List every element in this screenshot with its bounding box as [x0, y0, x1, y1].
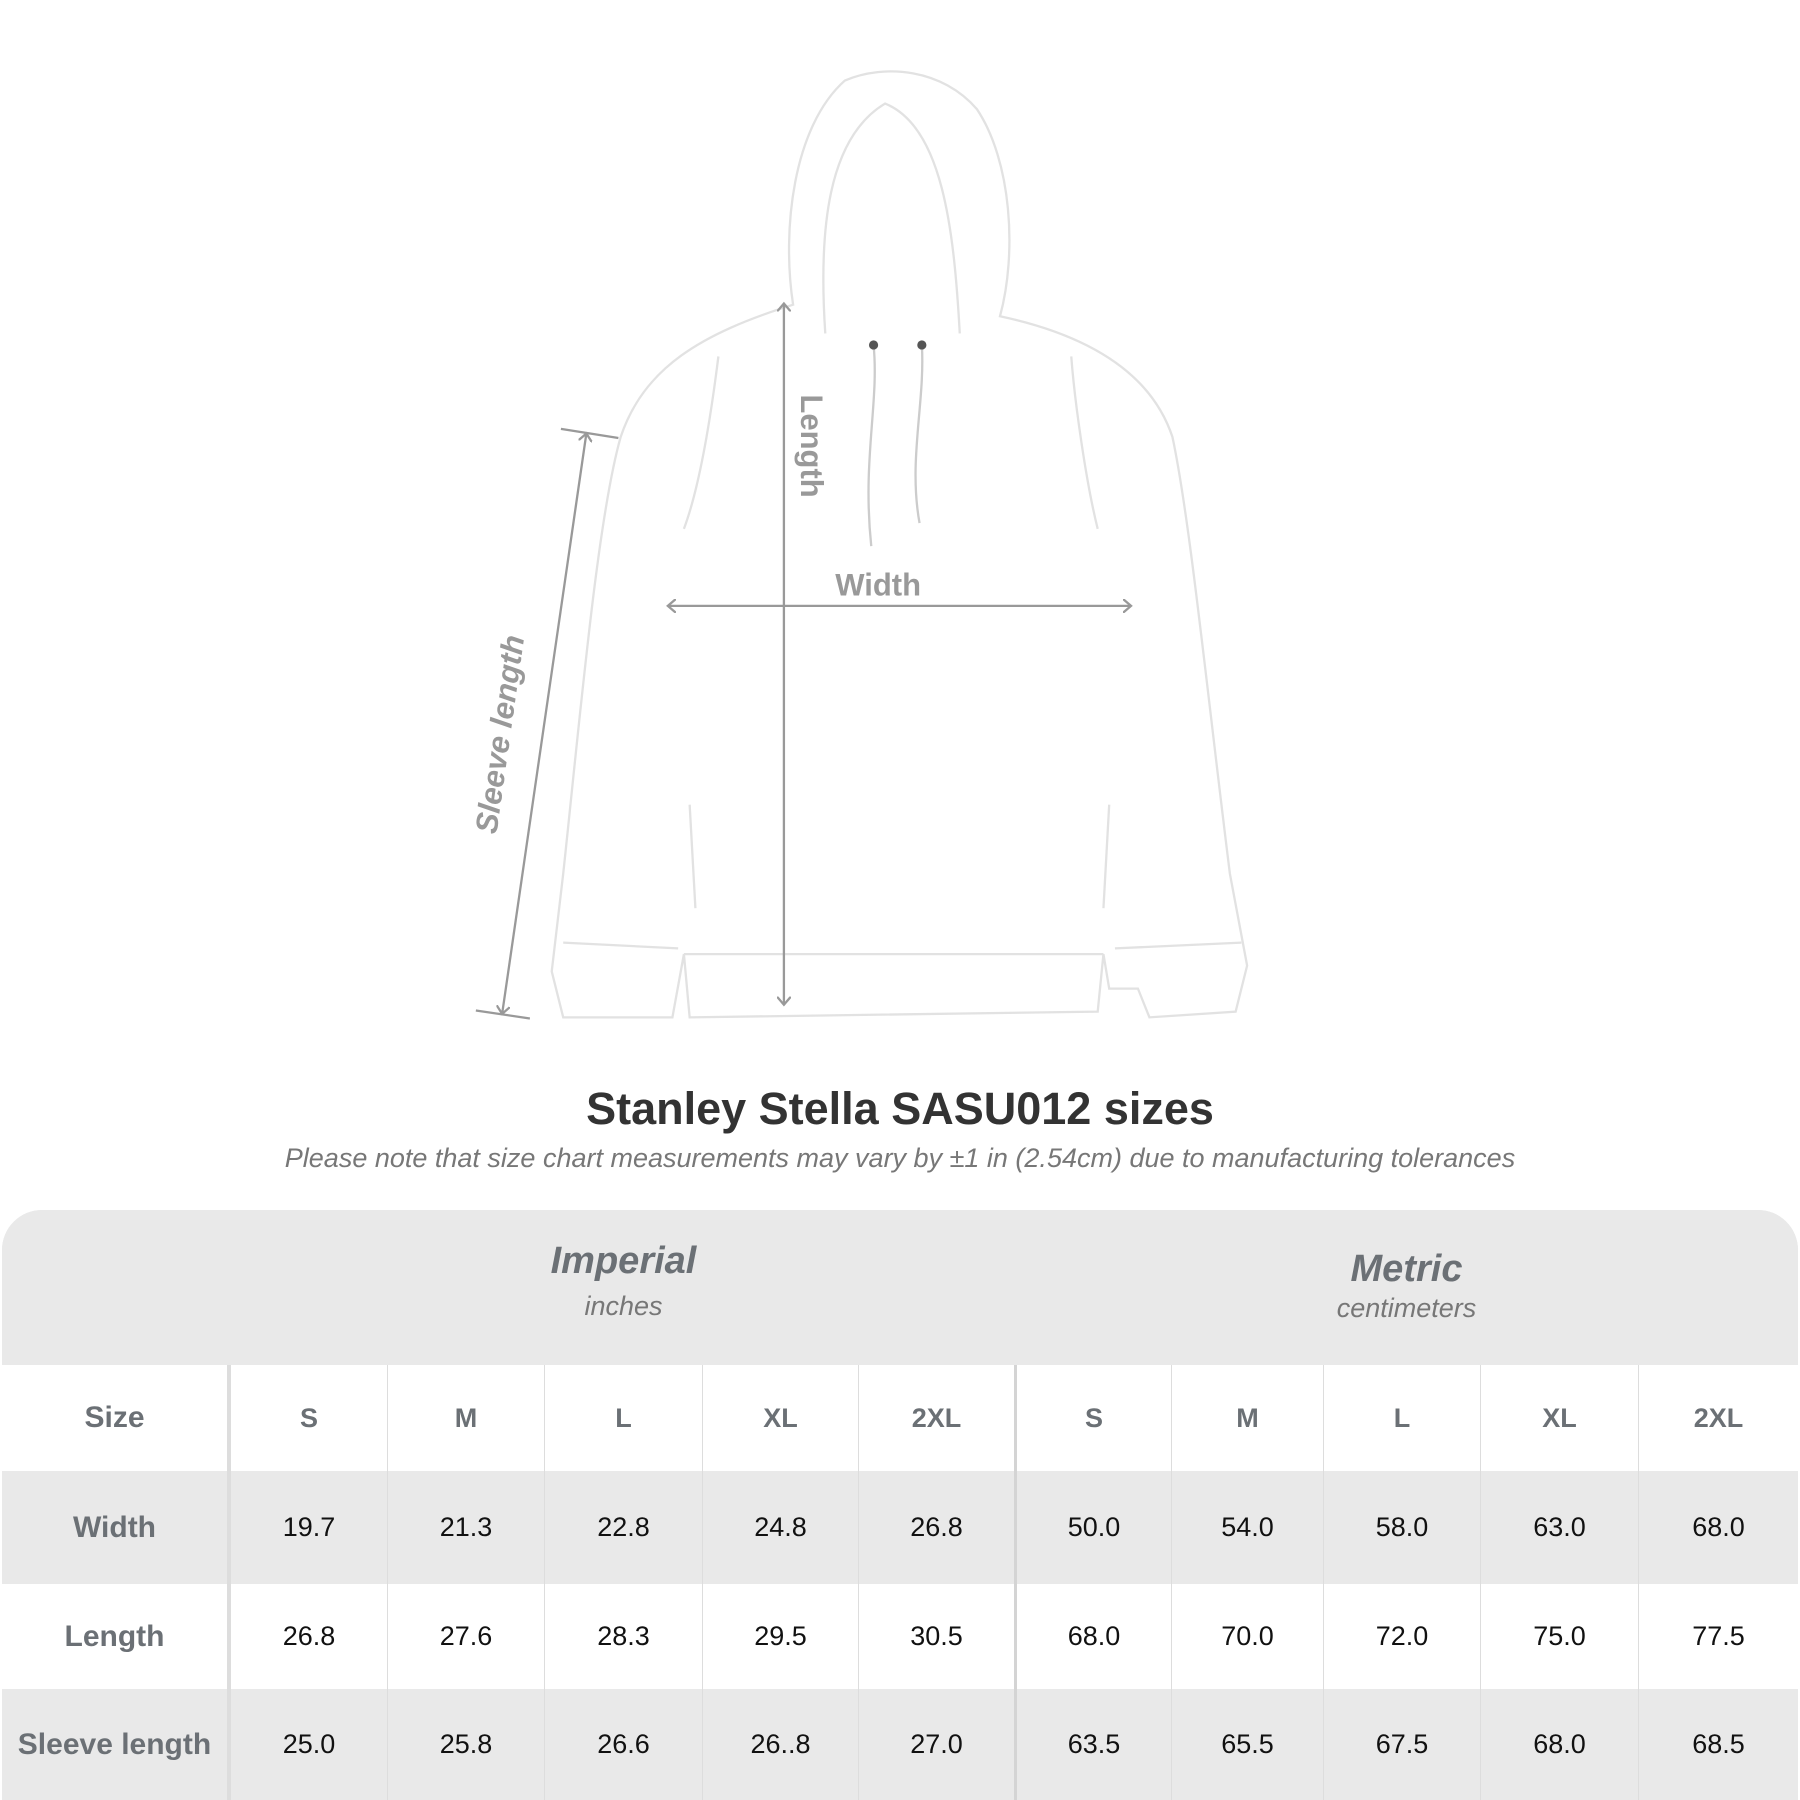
group-name: Imperial — [550, 1240, 697, 1282]
table-cell: 22.8 — [544, 1471, 702, 1584]
size-header-cell: 2XL — [1638, 1365, 1798, 1471]
size-header-cell: L — [544, 1365, 702, 1471]
table-cell: 75.0 — [1480, 1584, 1638, 1689]
size-table: Imperial inches Metric centimeters Size S… — [2, 1210, 1798, 1800]
table-cell: 68.5 — [1638, 1689, 1798, 1800]
group-unit: centimeters — [1336, 1293, 1477, 1323]
table-cell: 28.3 — [544, 1584, 702, 1689]
table-cell: 70.0 — [1171, 1584, 1323, 1689]
table-cell: 68.0 — [1014, 1584, 1171, 1689]
table-cell: 25.0 — [230, 1689, 387, 1800]
table-cell: 58.0 — [1323, 1471, 1480, 1584]
hoodie-diagram: Length Width Sleeve length — [469, 70, 1249, 1020]
table-cell: 26.8 — [858, 1471, 1014, 1584]
size-header-cell: L — [1323, 1365, 1480, 1471]
row-label: Size — [2, 1365, 230, 1471]
table-cell: 67.5 — [1323, 1689, 1480, 1800]
size-header-cell: XL — [702, 1365, 858, 1471]
metric-group: Metric centimeters — [1015, 1248, 1798, 1324]
hoodie-image — [550, 70, 1249, 1019]
table-cell: 19.7 — [230, 1471, 387, 1584]
size-header-cell: S — [1014, 1365, 1171, 1471]
imperial-group: Imperial inches — [232, 1240, 1015, 1322]
size-header-cell: S — [230, 1365, 387, 1471]
table-cell: 68.0 — [1638, 1471, 1798, 1584]
row-label: Width — [2, 1471, 230, 1584]
table-cell: 26.6 — [544, 1689, 702, 1800]
table-cell: 63.0 — [1480, 1471, 1638, 1584]
table-cell: 26.8 — [230, 1584, 387, 1689]
table-row-width: Width 19.7 21.3 22.8 24.8 26.8 50.0 54.0 58.0 63.… — [2, 1471, 1798, 1584]
table-cell: 25.8 — [387, 1689, 544, 1800]
row-label: Sleeve length — [2, 1689, 230, 1800]
table-cell: 29.5 — [702, 1584, 858, 1689]
table-row-sleeve-length: Sleeve length 25.0 25.8 26.6 26..8 27.0 63.5 65… — [2, 1689, 1798, 1800]
table-cell: 24.8 — [702, 1471, 858, 1584]
size-header-cell: 2XL — [858, 1365, 1014, 1471]
table-cell: 72.0 — [1323, 1584, 1480, 1689]
table-cell: 27.6 — [387, 1584, 544, 1689]
row-label: Length — [2, 1584, 230, 1689]
drawstrings — [867, 340, 927, 547]
unit-header: Imperial inches Metric centimeters — [2, 1210, 1798, 1365]
table-cell: 77.5 — [1638, 1584, 1798, 1689]
sleeve-length-arrow — [502, 435, 586, 1013]
length-label: Length — [794, 394, 829, 497]
table-cell: 27.0 — [858, 1689, 1014, 1800]
table-cell: 63.5 — [1014, 1689, 1171, 1800]
tolerance-note: Please note that size chart measurements… — [284, 1143, 1516, 1173]
group-unit: inches — [584, 1291, 663, 1321]
sleeve-tick-bottom — [475, 1009, 531, 1020]
sleeve-length-label: Sleeve length — [469, 633, 531, 836]
group-name: Metric — [1350, 1248, 1463, 1290]
table-row-length: Length 26.8 27.6 28.3 29.5 30.5 68.0 70.0 72.0 75… — [2, 1584, 1798, 1689]
size-header-cell: XL — [1480, 1365, 1638, 1471]
size-header-cell: M — [1171, 1365, 1323, 1471]
table-cell: 26..8 — [702, 1689, 858, 1800]
table-cell: 54.0 — [1171, 1471, 1323, 1584]
width-label: Width — [835, 568, 921, 603]
table-cell: 50.0 — [1014, 1471, 1171, 1584]
size-header-row: Size S M L XL 2XL S M L XL 2XL — [2, 1365, 1798, 1471]
sleeve-tick-top — [560, 427, 619, 440]
table-cell: 65.5 — [1171, 1689, 1323, 1800]
table-cell: 30.5 — [858, 1584, 1014, 1689]
table-cell: 21.3 — [387, 1471, 544, 1584]
page-title: Stanley Stella SASU012 sizes — [586, 1083, 1214, 1134]
table-cell: 68.0 — [1480, 1689, 1638, 1800]
size-header-cell: M — [387, 1365, 544, 1471]
